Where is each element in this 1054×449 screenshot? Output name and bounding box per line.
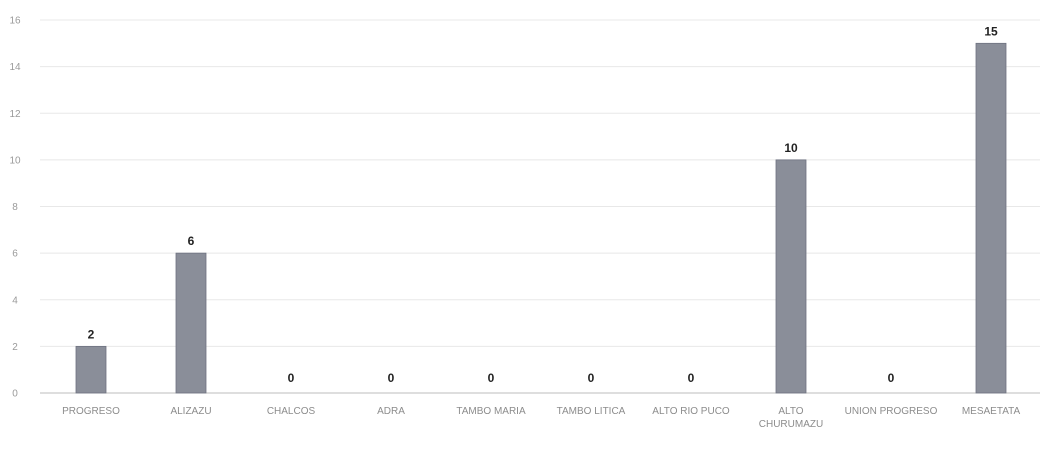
data-label: 15 (984, 24, 998, 38)
data-label: 0 (388, 371, 395, 385)
bars (75, 42, 1007, 394)
x-tick-label: CHURUMAZU (759, 419, 823, 430)
bar (975, 42, 1007, 394)
data-label: 0 (588, 371, 595, 385)
data-label: 0 (688, 371, 695, 385)
bar (775, 159, 807, 394)
bar (75, 345, 107, 394)
y-tick-label: 2 (12, 342, 18, 353)
data-label: 2 (88, 327, 95, 341)
y-tick-label: 10 (9, 155, 21, 166)
x-tick-label: TAMBO LITICA (557, 406, 626, 417)
y-tick-label: 6 (12, 249, 18, 260)
labels: 0 2 4 6 8 10 12 14 16 2 PROGRESO 6 ALIZAZU 0 CHALCOS 0 A… (9, 16, 1020, 431)
x-tick-label: ALIZAZU (170, 406, 211, 417)
x-tick-label: TAMBO MARIA (456, 406, 526, 417)
data-label: 6 (188, 234, 195, 248)
y-tick-label: 4 (12, 295, 18, 306)
data-label: 10 (784, 141, 798, 155)
x-tick-label: CHALCOS (267, 406, 316, 417)
data-label: 0 (488, 371, 495, 385)
x-tick-label: ADRA (377, 406, 405, 417)
x-tick-label: ALTO RIO PUCO (652, 406, 730, 417)
data-label: 0 (888, 371, 895, 385)
gridlines (40, 19, 1040, 347)
x-tick-label: MESAETATA (962, 406, 1021, 417)
y-tick-label: 8 (12, 202, 18, 213)
data-label: 0 (288, 371, 295, 385)
y-tick-label: 12 (9, 109, 21, 120)
y-tick-label: 14 (9, 62, 21, 73)
bar (175, 252, 207, 394)
x-tick-label: ALTO (778, 406, 803, 417)
y-tick-label: 0 (12, 389, 18, 400)
x-tick-label: PROGRESO (62, 406, 120, 417)
x-tick-label: UNION PROGRESO (845, 406, 938, 417)
y-tick-label: 16 (9, 16, 21, 27)
